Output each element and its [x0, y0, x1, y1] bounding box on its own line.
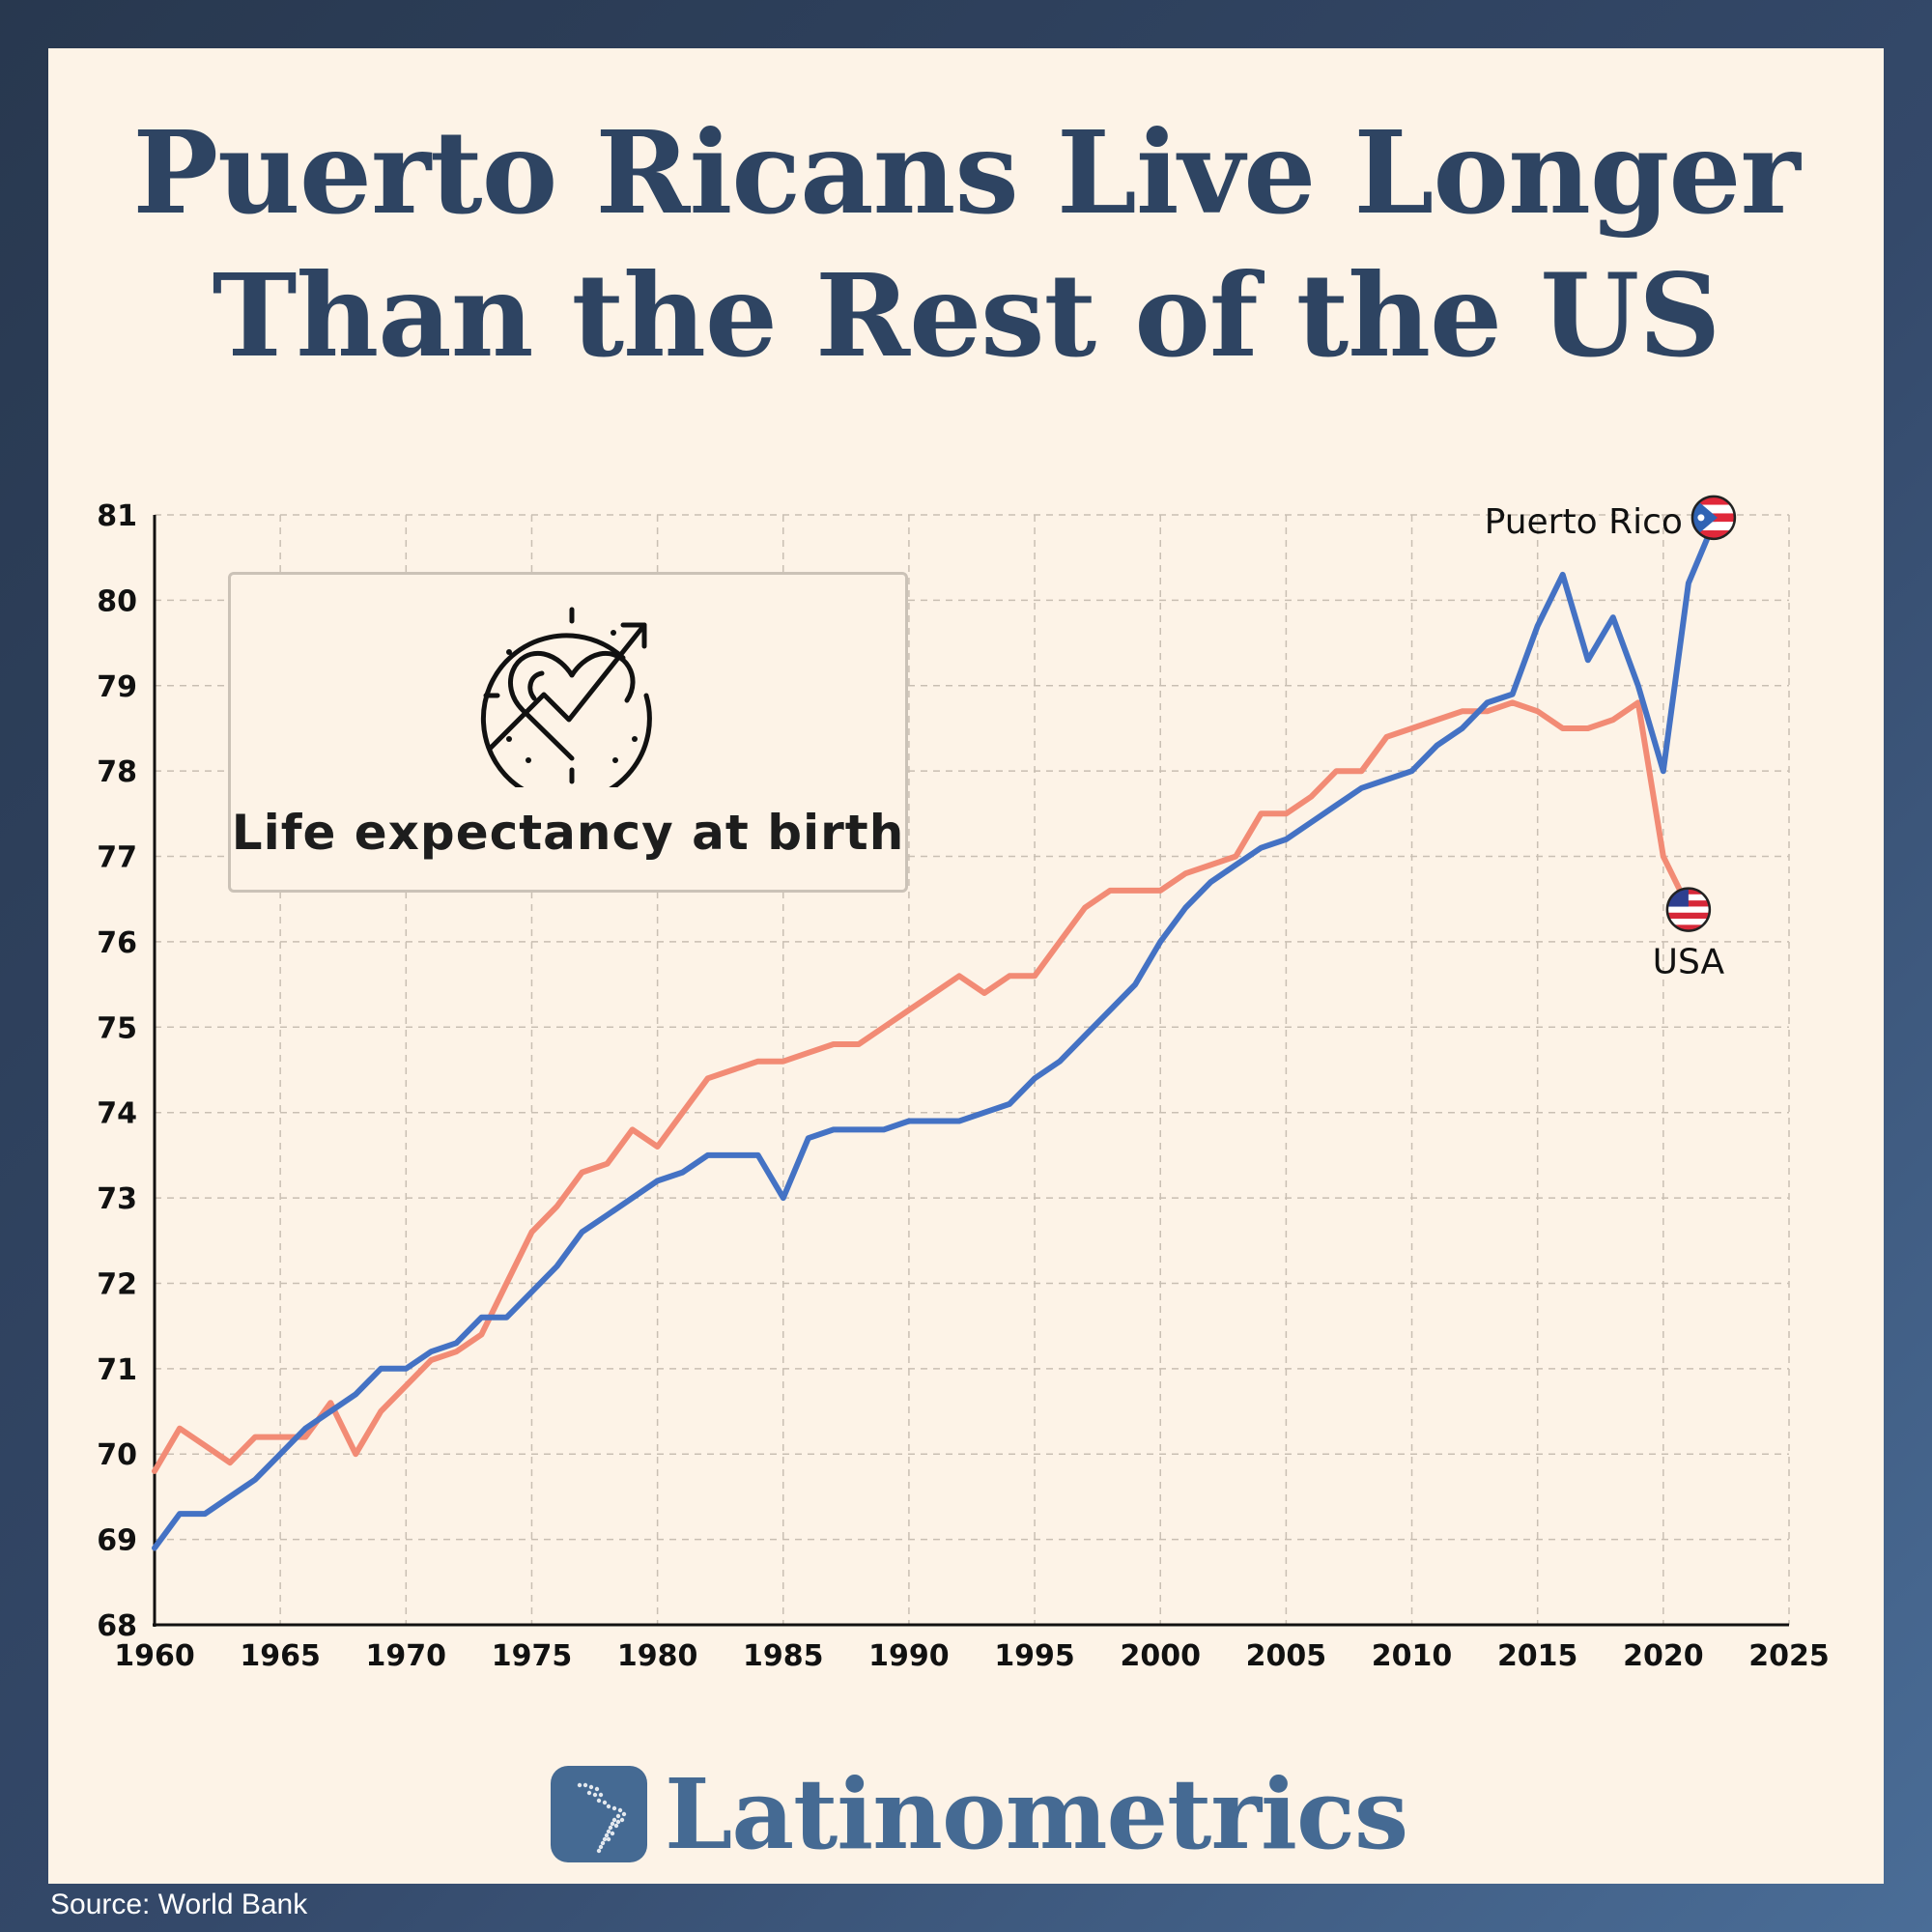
legend-label: Life expectancy at birth: [231, 805, 905, 861]
annotation-puerto-rico: Puerto Rico: [1485, 502, 1683, 542]
x-tick-label: 2020: [1623, 1639, 1704, 1673]
x-tick-label: 1970: [366, 1639, 447, 1673]
y-tick-labels: 68 69 70 71 72 73 74 75 76 77 78 79 80 81: [97, 499, 137, 1643]
y-tick-label: 70: [97, 1438, 137, 1472]
x-tick-label: 1980: [617, 1639, 698, 1673]
y-tick-label: 73: [97, 1182, 137, 1216]
y-tick-label: 74: [97, 1097, 137, 1131]
source-note: Source: World Bank: [50, 1889, 308, 1920]
annotation-usa: USA: [1653, 943, 1725, 982]
latin-america-map-icon: [551, 1766, 647, 1862]
y-tick-label: 81: [97, 499, 137, 533]
x-tick-labels: 1960 1965 1970 1975 1980 1985 1990 1995 2000 2005…: [114, 1639, 1830, 1673]
x-tick-label: 2005: [1246, 1639, 1327, 1673]
heart-trend-icon: [480, 607, 652, 787]
brand-name: Latinometrics: [665, 1757, 1408, 1871]
title-line-2: Than the Rest of the US: [212, 248, 1721, 383]
chart-grid: [155, 514, 1790, 1625]
y-tick-label: 71: [97, 1353, 137, 1387]
y-tick-label: 77: [97, 841, 137, 875]
series-line-usa: [152, 699, 1691, 1474]
y-tick-label: 76: [97, 926, 137, 960]
series-line-puerto-rico: [152, 520, 1717, 1551]
y-tick-label: 68: [97, 1609, 137, 1643]
x-tick-label: 2000: [1120, 1639, 1201, 1673]
legend-box: Life expectancy at birth: [228, 572, 908, 893]
chart-series: [152, 520, 1717, 1551]
y-tick-label: 72: [97, 1267, 137, 1301]
x-tick-label: 1960: [114, 1639, 195, 1673]
x-tick-label: 2025: [1748, 1639, 1830, 1673]
x-tick-label: 1990: [868, 1639, 950, 1673]
brand: Latinometrics: [551, 1757, 1408, 1871]
x-tick-label: 1985: [743, 1639, 824, 1673]
us-flag-icon: [1665, 887, 1712, 932]
y-tick-label: 79: [97, 670, 137, 704]
x-tick-label: 2010: [1372, 1639, 1453, 1673]
x-tick-label: 1975: [492, 1639, 573, 1673]
y-tick-label: 75: [97, 1011, 137, 1045]
y-tick-label: 80: [97, 584, 137, 618]
chart-annotations: Puerto Rico USA: [1485, 495, 1737, 982]
chart-card: [48, 48, 1884, 1884]
x-tick-label: 1965: [240, 1639, 321, 1673]
title-line-1: Puerto Ricans Live Longer: [132, 105, 1800, 240]
puerto-rico-flag-icon: [1690, 495, 1737, 541]
x-tick-label: 2015: [1497, 1639, 1578, 1673]
y-tick-label: 78: [97, 755, 137, 789]
chart-axes: [153, 515, 1789, 1627]
y-tick-label: 69: [97, 1524, 137, 1558]
page-title: Puerto Ricans Live Longer Than the Rest …: [0, 101, 1932, 387]
x-tick-label: 1995: [994, 1639, 1075, 1673]
